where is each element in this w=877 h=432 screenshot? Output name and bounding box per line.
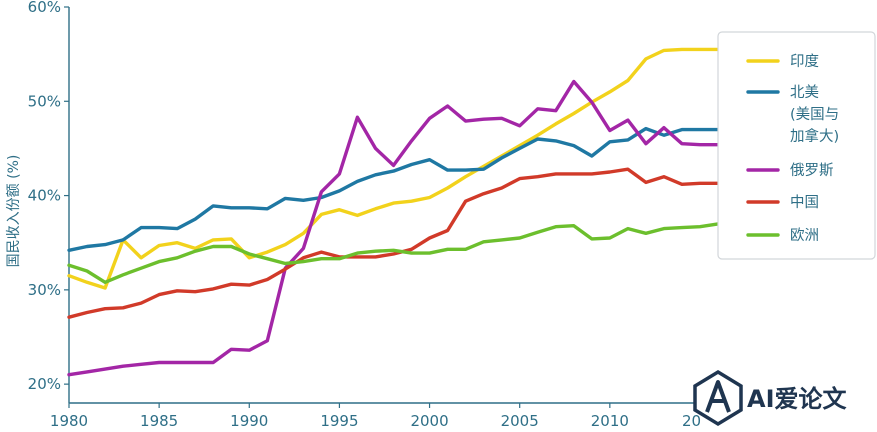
legend-label-0: 印度	[790, 53, 819, 70]
watermark-text: AI爱论文	[747, 385, 848, 413]
y-tick-label: 30%	[28, 281, 61, 299]
series-line-1	[67, 126, 720, 253]
logo-icon	[693, 369, 743, 427]
y-axis-label: 国民收入份额 (%)	[6, 155, 22, 268]
y-tick-label: 60%	[28, 0, 61, 16]
legend-label-3: 中国	[790, 194, 819, 211]
series-layer	[67, 47, 720, 377]
y-tick-label: 50%	[28, 92, 61, 110]
watermark-logo: AI爱论文	[693, 369, 848, 427]
x-tick-label: 2010	[591, 412, 629, 430]
x-tick-label: 1990	[230, 412, 268, 430]
legend-label-1: 加拿大)	[790, 127, 839, 145]
legend-label-1: 北美	[790, 84, 819, 101]
legend-label-1: (美国与	[790, 106, 839, 123]
logo-icon-mark	[705, 380, 731, 413]
y-tick-label: 40%	[28, 187, 61, 205]
x-tick-label: 2000	[410, 412, 448, 430]
x-tick-label: 20	[682, 412, 701, 430]
series-line-0	[67, 47, 720, 290]
x-tick-label: 2005	[501, 412, 539, 430]
x-tick-label: 1985	[140, 412, 178, 430]
x-tick-label: 1995	[320, 412, 358, 430]
axes: 20% 30% 40% 50% 60% 1980 1985 1990 1995 2000 2005 2…	[28, 0, 701, 430]
series-line-3	[67, 167, 720, 319]
series-line-2	[67, 79, 720, 377]
series-line-4	[67, 222, 720, 284]
y-tick-label: 20%	[28, 375, 61, 393]
legend-label-4: 欧洲	[790, 227, 819, 244]
x-tick-label: 1980	[50, 412, 88, 430]
legend-label-2: 俄罗斯	[790, 162, 834, 179]
